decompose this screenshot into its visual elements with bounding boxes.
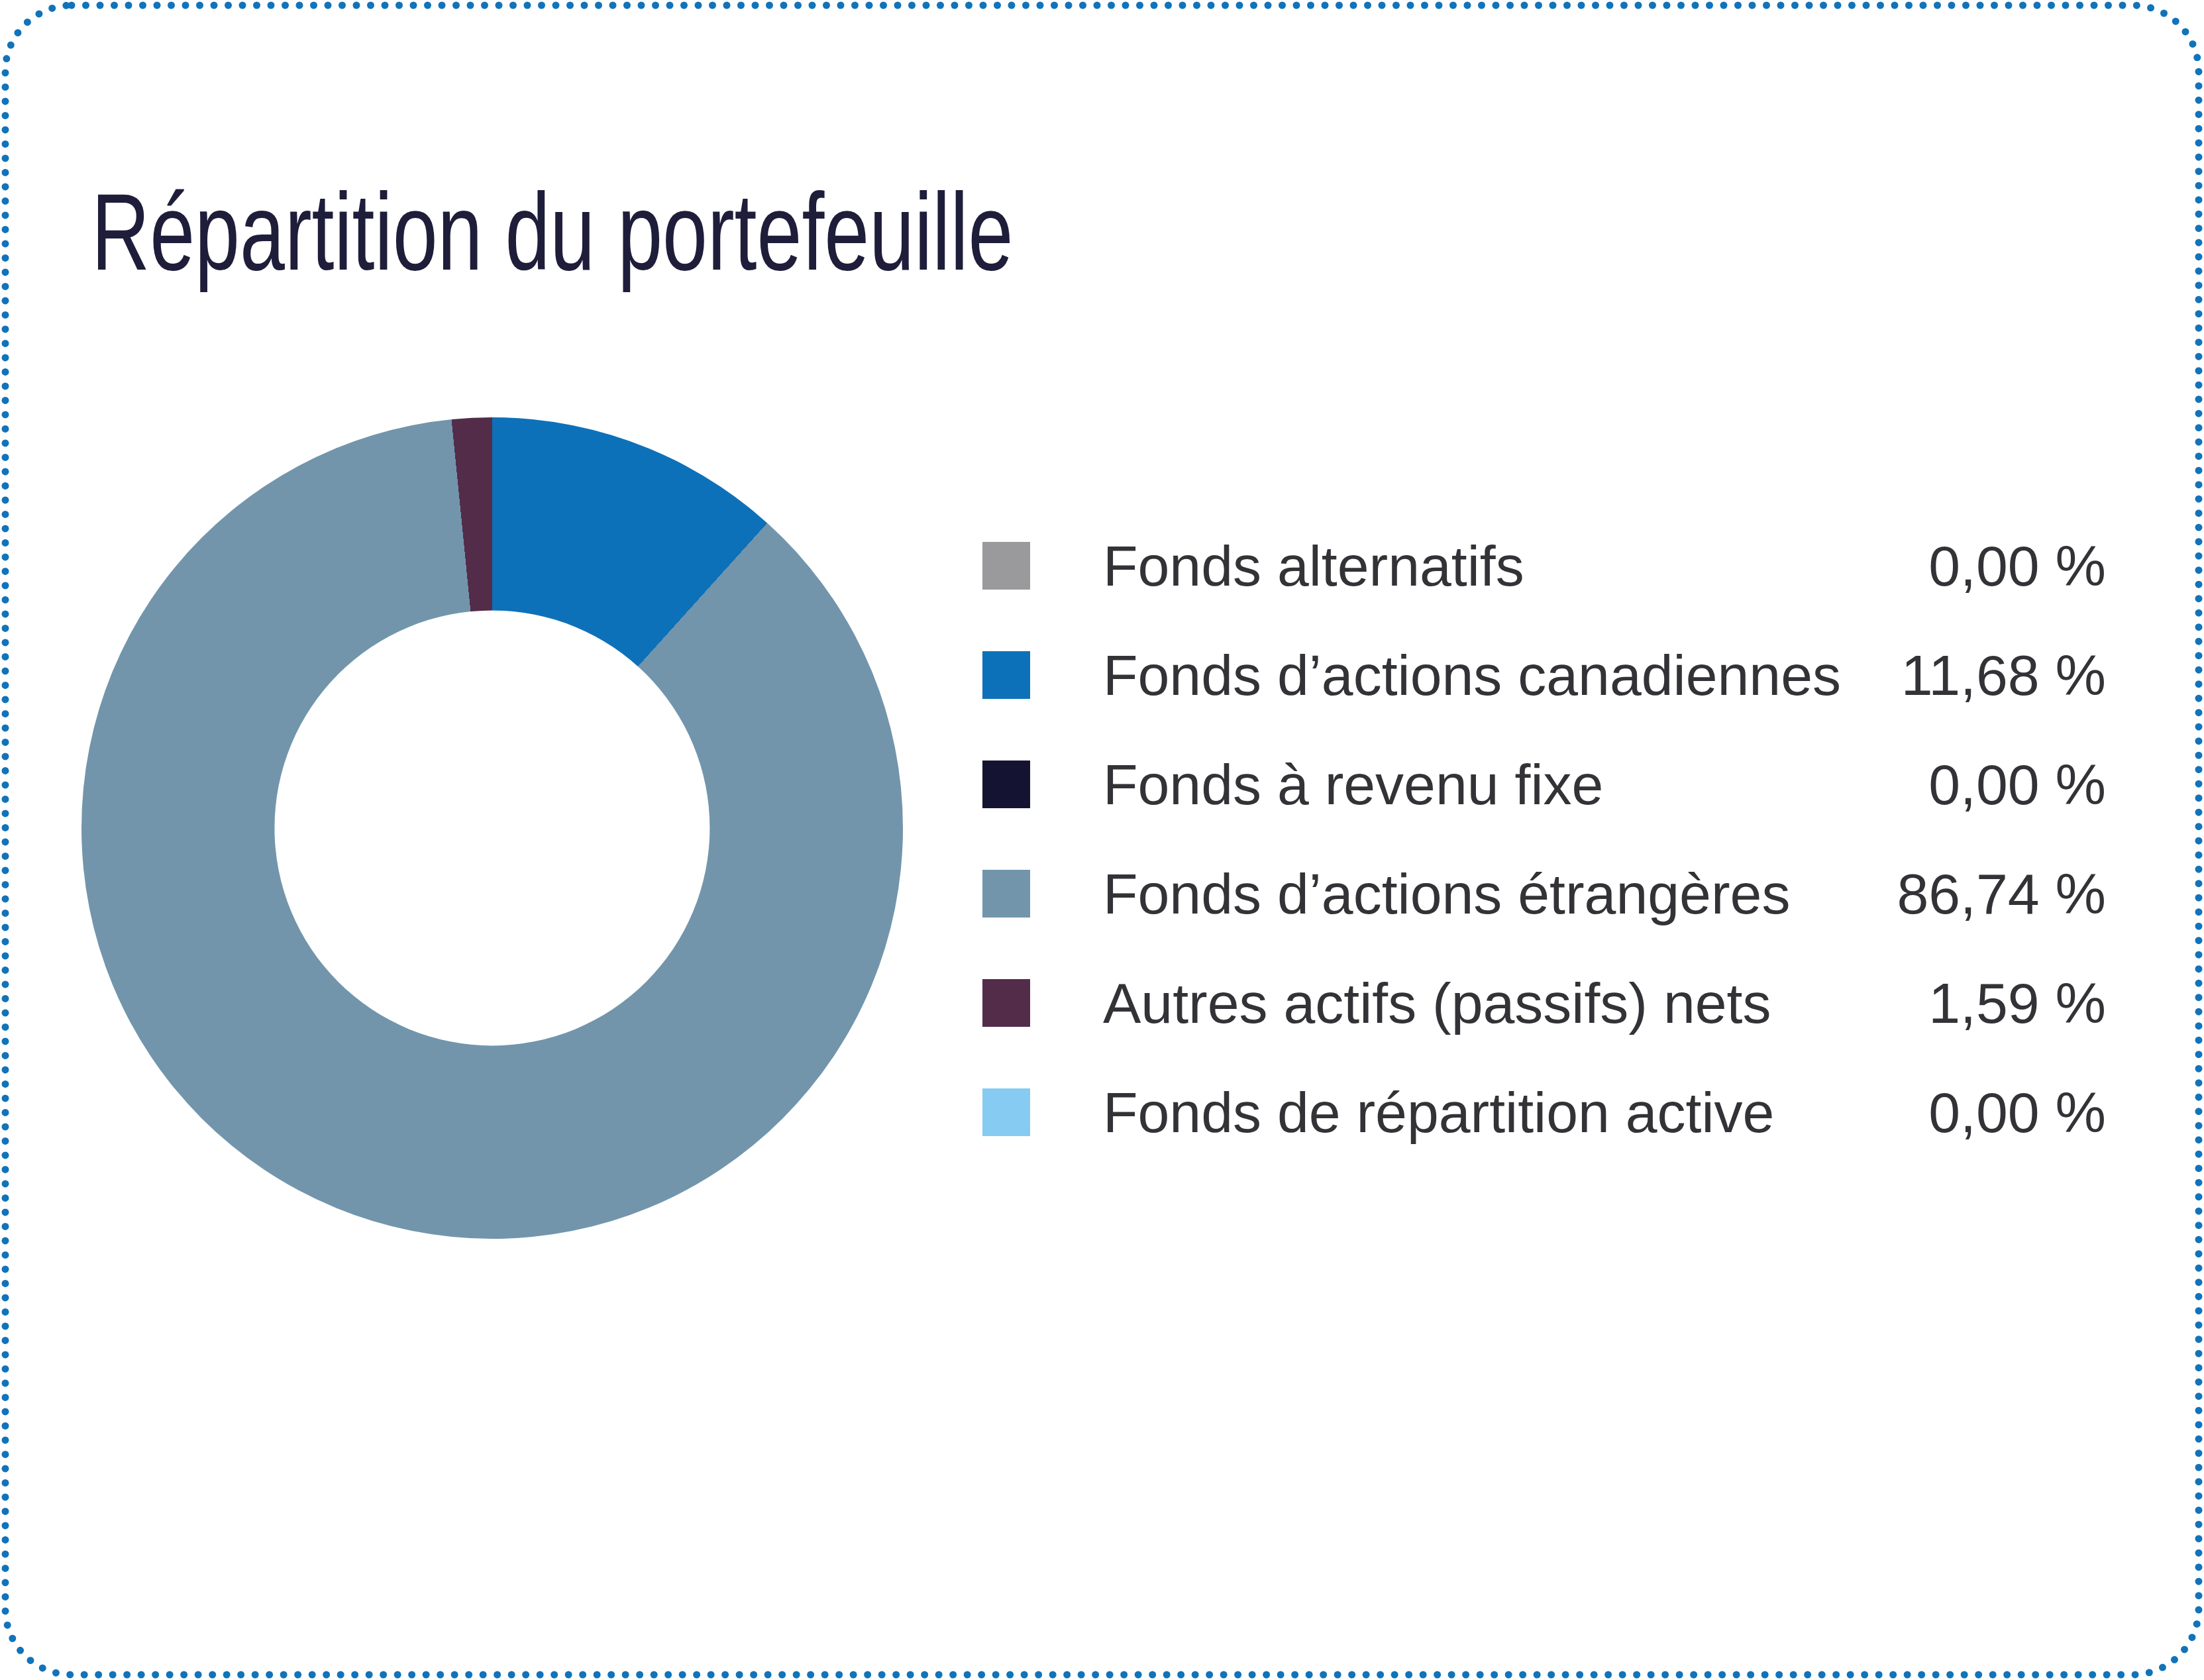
- legend-value: 86,74 %: [1897, 865, 2106, 922]
- legend-swatch: [982, 979, 1030, 1027]
- legend-item: Fonds alternatifs 0,00 %: [982, 511, 2106, 620]
- legend-label: Fonds de répartition active: [1103, 1084, 1774, 1141]
- legend-label: Autres actifs (passifs) nets: [1103, 974, 1771, 1031]
- donut-hole: [274, 610, 709, 1045]
- legend-label: Fonds d’actions canadiennes: [1103, 647, 1841, 704]
- legend-value: 0,00 %: [1928, 1084, 2106, 1141]
- legend-label: Fonds à revenu fixe: [1103, 756, 1603, 813]
- legend-item: Fonds à revenu fixe 0,00 %: [982, 729, 2106, 839]
- legend-swatch: [982, 761, 1030, 808]
- legend-item: Autres actifs (passifs) nets 1,59 %: [982, 948, 2106, 1057]
- legend-swatch: [982, 1088, 1030, 1136]
- chart-title: Répartition du portefeuille: [91, 178, 1013, 287]
- legend-label: Fonds alternatifs: [1103, 537, 1524, 594]
- legend-value: 0,00 %: [1928, 537, 2106, 594]
- legend: Fonds alternatifs 0,00 % Fonds d’actions…: [982, 511, 2106, 1167]
- legend-value: 11,68 %: [1901, 647, 2106, 704]
- legend-value: 1,59 %: [1928, 974, 2106, 1031]
- donut-chart: [81, 417, 903, 1239]
- legend-swatch: [982, 870, 1030, 918]
- legend-item: Fonds d’actions étrangères 86,74 %: [982, 839, 2106, 948]
- legend-swatch: [982, 651, 1030, 699]
- legend-swatch: [982, 542, 1030, 590]
- portfolio-allocation-card: Répartition du portefeuille Fonds altern…: [0, 0, 2204, 1680]
- legend-item: Fonds de répartition active 0,00 %: [982, 1057, 2106, 1167]
- legend-item: Fonds d’actions canadiennes 11,68 %: [982, 620, 2106, 729]
- legend-label: Fonds d’actions étrangères: [1103, 865, 1790, 922]
- legend-value: 0,00 %: [1928, 756, 2106, 813]
